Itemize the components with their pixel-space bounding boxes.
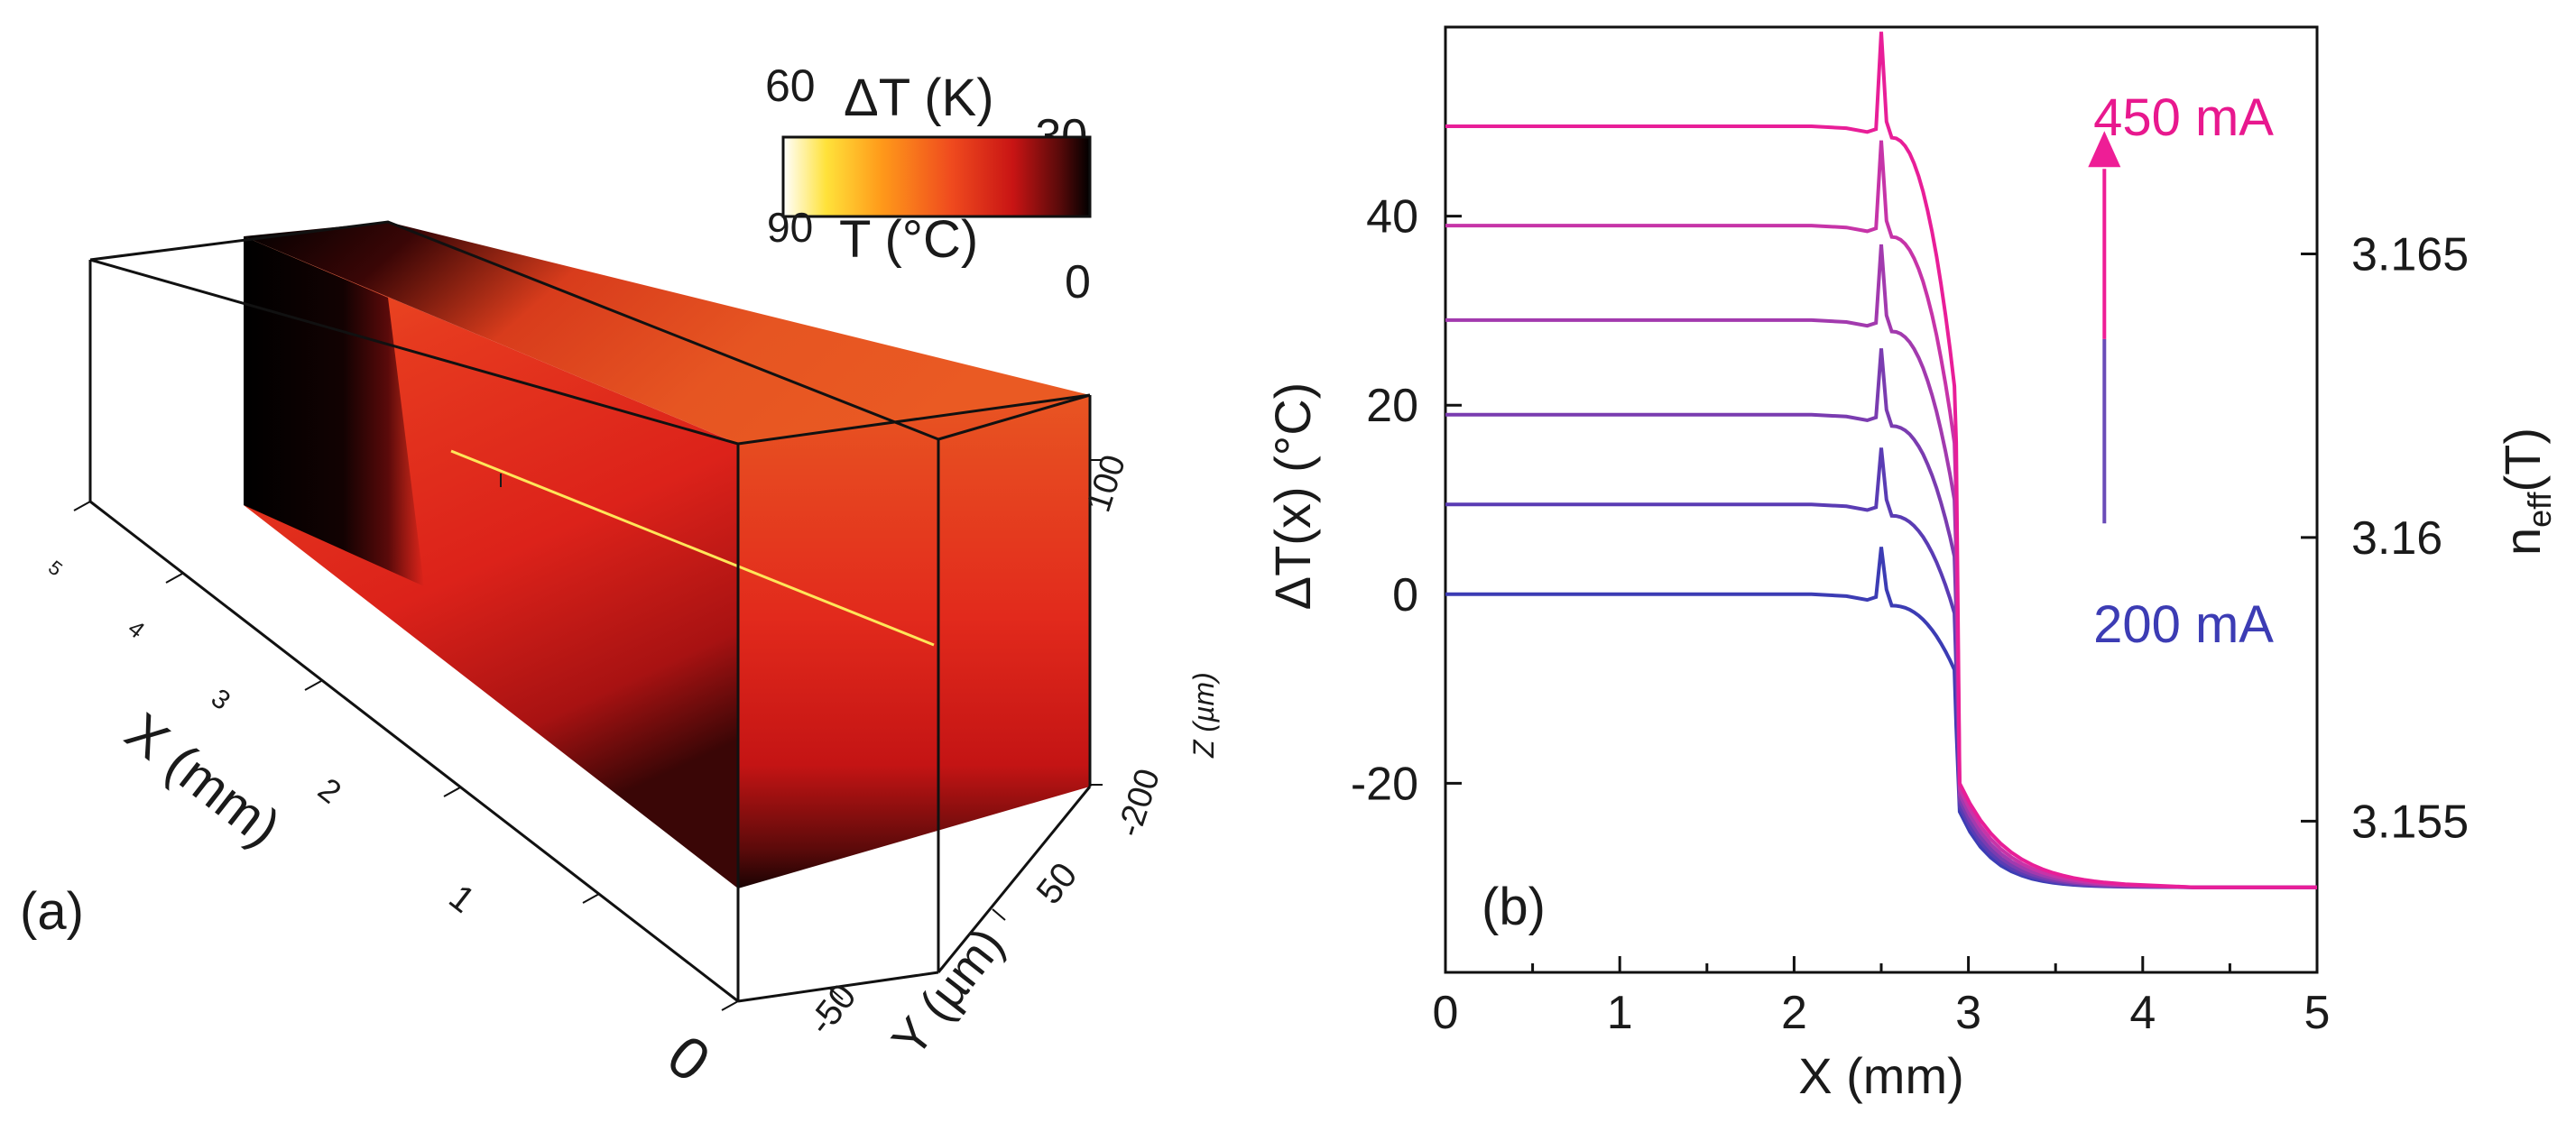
z3d-tick-neg200: -200 <box>1111 764 1168 841</box>
y2-tick-label-3.155: 3.155 <box>2351 796 2469 848</box>
side-face-dark <box>244 236 424 586</box>
y-axis-3d <box>829 908 1006 1000</box>
y3d-tick-50: 50 <box>1029 855 1085 911</box>
x3d-tick-2: 2 <box>311 770 348 811</box>
waveguide-line <box>450 449 935 647</box>
colorbar-label-60: 60 <box>765 60 816 111</box>
x-tick-label-4: 4 <box>2129 987 2156 1039</box>
annotation-450ma: 450 mA <box>2093 88 2274 147</box>
colorbar-label-90: 90 <box>767 204 813 251</box>
x3d-tick-3: 3 <box>206 684 235 716</box>
z3d-axis-label: Z (µm) <box>1187 672 1220 759</box>
x-tick-label-2: 2 <box>1781 987 1807 1039</box>
x-tick-label-3: 3 <box>1955 987 1981 1039</box>
panel-a-label: (a) <box>20 882 84 941</box>
y-axis-label: ΔT(x) (°C) <box>1264 382 1321 611</box>
x3d-tick-5: 5 <box>44 556 67 580</box>
y2-axis-label-main: n <box>2494 528 2551 556</box>
x3d-tick-1: 1 <box>441 877 482 920</box>
front-face <box>738 395 1090 888</box>
curve-250-ma <box>1445 447 2317 889</box>
y2-axis-label-tail: (T) <box>2494 428 2551 492</box>
colorbar: ΔT (K) 60 -30 90 T (°C) 0 <box>765 60 1092 308</box>
curve-400-ma <box>1445 140 2317 889</box>
colorbar-subtitle: T (°C) <box>839 210 978 269</box>
y3d-axis-label: Y (µm) <box>882 918 1014 1067</box>
panel-b-label: (b) <box>1482 878 1546 936</box>
curve-300-ma <box>1445 348 2317 889</box>
arrow-head <box>2088 131 2121 168</box>
curve-350-ma <box>1445 244 2317 889</box>
x-tick-label-1: 1 <box>1607 987 1633 1039</box>
z-axis-3d <box>1090 459 1103 786</box>
x3d-tick-0: 0 <box>655 1022 722 1095</box>
y2-tick-label-3.165: 3.165 <box>2351 229 2469 281</box>
wireframe-box <box>88 220 1092 1003</box>
y2-axis-label: neff(T) <box>2494 428 2558 556</box>
x-tick-label-0: 0 <box>1433 987 1459 1039</box>
y-tick-label-40: 40 <box>1366 191 1418 244</box>
y2-tick-label-3.16: 3.16 <box>2351 512 2442 565</box>
x-axis-label: X (mm) <box>1798 1047 1964 1104</box>
y2-axis-label-sub: eff <box>2521 491 2558 527</box>
x-tick-label-5: 5 <box>2304 987 2331 1039</box>
x3d-axis-label: X (mm) <box>115 701 291 858</box>
colorbar-title: ΔT (K) <box>844 69 994 127</box>
curve-450-ma <box>1445 32 2317 889</box>
x3d-tick-4: 4 <box>123 614 150 644</box>
y-tick-label-20: 20 <box>1366 380 1418 432</box>
y3d-tick-neg50: -50 <box>800 977 863 1043</box>
colorbar-label-0: 0 <box>1065 256 1091 308</box>
y-tick-label--20: -20 <box>1351 758 1418 810</box>
panel-a: 0 1 2 3 4 5 X (mm) -50 50 Y (µm) 100 -20… <box>20 60 1220 1095</box>
curve-layer <box>1445 32 2317 889</box>
annotation-200ma: 200 mA <box>2093 595 2274 654</box>
current-arrow <box>2088 131 2121 524</box>
colorbar-gradient <box>781 135 1092 218</box>
x-axis-3d <box>73 501 739 1011</box>
y-tick-label-0: 0 <box>1392 569 1418 621</box>
